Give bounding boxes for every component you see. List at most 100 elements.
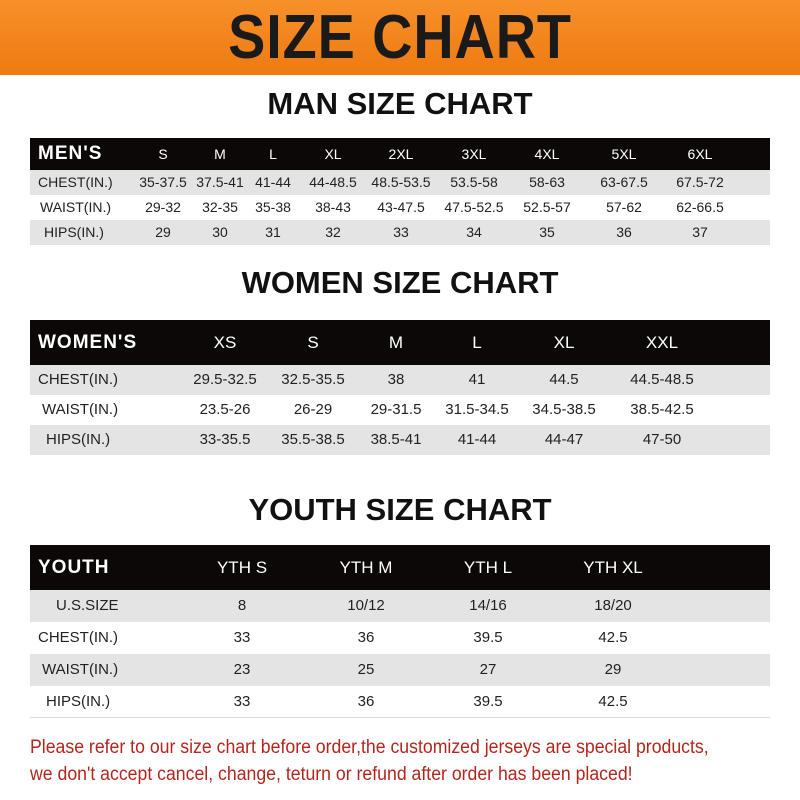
table-header-label: YOUTH [38, 557, 110, 578]
header-row: MEN'S S M L XL 2XL 3XL 4XL 5XL 6XL [30, 138, 770, 170]
size-label: YTH XL [583, 558, 643, 577]
measurement-cell: 44-48.5 [309, 174, 357, 190]
measurement-cell: 36 [357, 629, 375, 646]
row-label: HIPS(IN.) [46, 693, 111, 710]
measurement-cell: 63-67.5 [600, 174, 648, 190]
table-header-label: MEN'S [38, 143, 103, 164]
measurement-cell: 31 [265, 224, 281, 240]
size-label: XL [324, 146, 342, 162]
measurement-cell: 25 [357, 661, 375, 678]
banner-title: SIZE CHART [228, 3, 572, 72]
measurement-cell: 32.5-35.5 [281, 371, 345, 388]
size-label: L [269, 146, 277, 162]
measurement-cell: 33 [233, 693, 251, 710]
measurement-cell: 36 [357, 693, 375, 710]
measurement-cell: 31.5-34.5 [445, 401, 509, 418]
header-row: YOUTH YTH S YTH M YTH L YTH XL [30, 545, 770, 590]
measurement-cell: 38-43 [315, 199, 351, 215]
measurement-cell: 23.5-26 [199, 401, 251, 418]
men-size-table: MEN'S S M L XL 2XL 3XL 4XL 5XL 6XL CHEST(IN.) 35-37… [30, 138, 770, 245]
size-label: 4XL [534, 146, 560, 162]
notice-line-2: we don't accept cancel, change, teturn o… [30, 764, 633, 785]
measurement-cell: 36 [616, 224, 632, 240]
row-label: WAIST(IN.) [42, 401, 119, 418]
measurement-cell: 18/20 [594, 597, 632, 614]
row-label: CHEST(IN.) [38, 629, 118, 646]
row-label: CHEST(IN.) [38, 371, 118, 388]
measurement-cell: 29-31.5 [370, 401, 422, 418]
row-label: CHEST(IN.) [38, 174, 113, 190]
table-row: WAIST(IN.) 29-32 32-35 35-38 38-43 43-47.5 47.… [30, 195, 770, 220]
measurement-cell: 35-37.5 [139, 174, 187, 190]
table-row: U.S.SIZE 8 10/12 14/16 18/20 [30, 590, 770, 622]
measurement-cell: 38.5-42.5 [630, 401, 694, 418]
measurement-cell: 47-50 [642, 431, 682, 448]
youth-size-table: YOUTH YTH S YTH M YTH L YTH XL U.S.SIZE 8 10/12… [30, 545, 770, 718]
measurement-cell: 62-66.5 [676, 199, 724, 215]
men-title: MAN SIZE CHART [267, 86, 533, 121]
measurement-cell: 39.5 [473, 693, 503, 710]
banner: SIZE CHART [0, 0, 800, 75]
table-header-label: WOMEN'S [38, 332, 138, 353]
measurement-cell: 35 [539, 224, 555, 240]
row-label: U.S.SIZE [56, 597, 119, 614]
measurement-cell: 42.5 [598, 693, 628, 710]
measurement-cell: 29.5-32.5 [193, 371, 257, 388]
measurement-cell: 30 [212, 224, 228, 240]
size-label: XS [213, 333, 237, 352]
size-label: M [388, 333, 404, 352]
measurement-cell: 32-35 [202, 199, 238, 215]
measurement-cell: 29-32 [145, 199, 181, 215]
measurement-cell: 27 [479, 661, 497, 678]
measurement-cell: 33 [233, 629, 251, 646]
measurement-cell: 42.5 [598, 629, 628, 646]
measurement-cell: 44.5-48.5 [630, 371, 694, 388]
measurement-cell: 39.5 [473, 629, 503, 646]
table-row: CHEST(IN.) 33 36 39.5 42.5 [30, 622, 770, 654]
table-row: CHEST(IN.) 35-37.5 37.5-41 41-44 44-48.5 48.5… [30, 170, 770, 195]
size-label: YTH S [216, 558, 268, 577]
measurement-cell: 52.5-57 [523, 199, 571, 215]
row-label: HIPS(IN.) [46, 431, 111, 448]
measurement-cell: 38.5-41 [370, 431, 422, 448]
measurement-cell: 29 [155, 224, 171, 240]
measurement-cell: 38 [387, 371, 405, 388]
measurement-cell: 10/12 [347, 597, 385, 614]
size-label: 3XL [461, 146, 487, 162]
measurement-cell: 41 [468, 371, 486, 388]
measurement-cell: 23 [233, 661, 251, 678]
measurement-cell: 44-47 [544, 431, 584, 448]
size-label: S [307, 333, 319, 352]
measurement-cell: 67.5-72 [676, 174, 724, 190]
size-label: M [214, 146, 226, 162]
measurement-cell: 32 [325, 224, 341, 240]
women-title: WOMEN SIZE CHART [241, 265, 559, 300]
table-row: WAIST(IN.) 23.5-26 26-29 29-31.5 31.5-34.5 34… [30, 395, 770, 425]
measurement-cell: 34.5-38.5 [532, 401, 596, 418]
size-label: L [472, 333, 482, 352]
table-row: CHEST(IN.) 29.5-32.5 32.5-35.5 38 41 44.5 44.5… [30, 365, 770, 395]
header-row: WOMEN'S XS S M L XL XXL [30, 320, 770, 365]
notice-line-1: Please refer to our size chart before or… [30, 737, 709, 758]
measurement-cell: 53.5-58 [450, 174, 498, 190]
measurement-cell: 26-29 [293, 401, 333, 418]
refund-notice: Please refer to our size chart before or… [30, 734, 728, 788]
measurement-cell: 14/16 [469, 597, 507, 614]
size-label: YTH M [339, 558, 393, 577]
size-label: XXL [645, 333, 679, 352]
row-label: HIPS(IN.) [44, 224, 104, 240]
measurement-cell: 8 [237, 597, 247, 614]
measurement-cell: 37.5-41 [196, 174, 244, 190]
measurement-cell: 35-38 [255, 199, 291, 215]
row-label: WAIST(IN.) [40, 199, 112, 215]
measurement-cell: 44.5 [549, 371, 579, 388]
table-row: HIPS(IN.) 29 30 31 32 33 34 35 36 37 [30, 220, 770, 245]
measurement-cell: 57-62 [606, 199, 642, 215]
measurement-cell: 33 [393, 224, 409, 240]
measurement-cell: 33-35.5 [199, 431, 251, 448]
measurement-cell: 48.5-53.5 [371, 174, 431, 190]
size-label: 2XL [388, 146, 414, 162]
measurement-cell: 58-63 [529, 174, 565, 190]
table-row: WAIST(IN.) 23 25 27 29 [30, 654, 770, 686]
table-row: HIPS(IN.) 33 36 39.5 42.5 [30, 686, 770, 718]
